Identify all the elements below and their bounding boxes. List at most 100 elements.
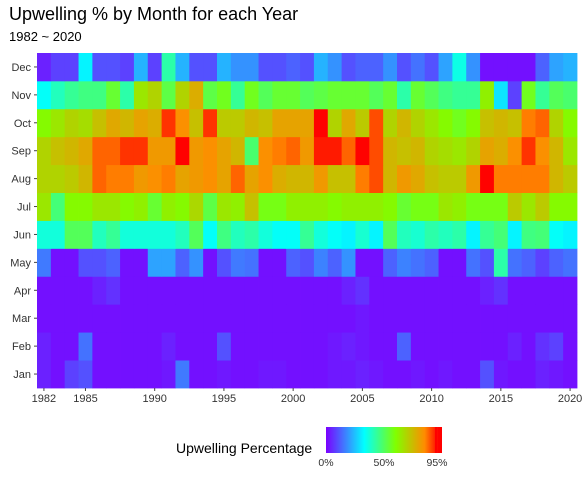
- heatmap-cell-apr-2001: [300, 276, 315, 305]
- heatmap-cell-dec-2004: [341, 53, 356, 82]
- heatmap-cell-apr-1997: [244, 276, 259, 305]
- heatmap-cell-sep-1989: [133, 136, 149, 166]
- heatmap-cell-jun-2010: [424, 220, 439, 249]
- heatmap-cell-dec-1988: [120, 53, 135, 82]
- heatmap-cell-nov-2006: [369, 80, 384, 110]
- heatmap-cell-mar-1996: [230, 304, 246, 333]
- heatmap-cell-nov-2017: [521, 80, 536, 110]
- heatmap-cell-nov-2009: [410, 80, 426, 110]
- heatmap-cell-nov-2019: [549, 80, 564, 110]
- heatmap-cell-feb-1982: [37, 332, 52, 361]
- heatmap-cell-feb-1998: [258, 332, 273, 361]
- heatmap-cell-feb-1990: [147, 332, 163, 361]
- y-tick-label-dec: Dec: [11, 62, 31, 74]
- heatmap-cell-dec-2002: [313, 53, 329, 82]
- heatmap-cell-aug-1988: [120, 164, 135, 193]
- heatmap-cell-apr-2004: [341, 276, 356, 305]
- heatmap-cell-may-2013: [466, 248, 481, 277]
- heatmap-cell-apr-2008: [397, 276, 412, 305]
- heatmap-cell-aug-2010: [424, 164, 439, 193]
- heatmap-cell-jul-1982: [37, 192, 52, 221]
- heatmap-cell-jun-2009: [410, 220, 426, 249]
- heatmap-cell-mar-2007: [383, 304, 398, 333]
- heatmap-cell-jul-1993: [189, 192, 204, 221]
- heatmap-cell-aug-1996: [230, 164, 246, 193]
- heatmap-cell-nov-1983: [50, 80, 66, 110]
- legend-title: Upwelling Percentage: [176, 440, 313, 456]
- heatmap-cell-nov-2014: [480, 80, 495, 110]
- y-tick-label-jan: Jan: [13, 369, 31, 381]
- heatmap-cell-jan-1999: [272, 360, 287, 389]
- heatmap-cell-jan-2005: [355, 360, 370, 389]
- heatmap-cell-jul-2016: [507, 192, 523, 221]
- heatmap-cell-nov-2002: [313, 80, 329, 110]
- heatmap-cell-jul-1983: [50, 192, 66, 221]
- heatmap-cell-apr-2007: [383, 276, 398, 305]
- heatmap-cell-sep-2019: [549, 136, 564, 166]
- heatmap-cell-jan-2001: [300, 360, 315, 389]
- heatmap-cell-jan-2015: [493, 360, 509, 389]
- heatmap-cell-oct-2016: [507, 108, 523, 138]
- heatmap-cell-nov-1990: [147, 80, 163, 110]
- heatmap-cell-apr-2009: [410, 276, 426, 305]
- heatmap-cell-jan-2009: [410, 360, 426, 389]
- heatmap-cell-feb-1996: [230, 332, 246, 361]
- heatmap-cell-dec-2003: [327, 53, 343, 82]
- heatmap-cell-aug-2006: [369, 164, 384, 193]
- heatmap-cell-oct-2002: [313, 108, 329, 138]
- heatmap-cell-jun-1986: [92, 220, 107, 249]
- chart-title: Upwelling % by Month for each Year: [9, 4, 299, 24]
- heatmap-cell-dec-1984: [64, 53, 79, 82]
- heatmap-cell-may-1982: [37, 248, 52, 277]
- heatmap-cell-jun-1994: [203, 220, 218, 249]
- heatmap-cell-mar-1994: [203, 304, 218, 333]
- heatmap-cell-aug-2017: [521, 164, 536, 193]
- heatmap-cell-mar-1990: [147, 304, 163, 333]
- heatmap-cell-jan-2003: [327, 360, 343, 389]
- heatmap-cell-feb-2011: [438, 332, 453, 361]
- heatmap-cell-jun-2004: [341, 220, 356, 249]
- heatmap-cell-oct-1991: [161, 108, 176, 138]
- heatmap-cell-feb-1993: [189, 332, 204, 361]
- heatmap-cell-jan-1997: [244, 360, 259, 389]
- heatmap-cell-jul-1998: [258, 192, 273, 221]
- heatmap-cell-mar-1992: [175, 304, 190, 333]
- heatmap-cell-may-2011: [438, 248, 453, 277]
- heatmap-cell-mar-2009: [410, 304, 426, 333]
- heatmap-cell-jan-2002: [313, 360, 329, 389]
- heatmap-cell-aug-1993: [189, 164, 204, 193]
- x-tick-label-2020: 2020: [558, 393, 582, 405]
- heatmap-cell-jan-2018: [535, 360, 550, 389]
- heatmap-cell-jun-1988: [120, 220, 135, 249]
- heatmap-cell-aug-1991: [161, 164, 176, 193]
- heatmap-cell-aug-2000: [286, 164, 301, 193]
- heatmap-cell-jul-2000: [286, 192, 301, 221]
- y-tick-label-feb: Feb: [12, 341, 31, 353]
- heatmap-cell-oct-1989: [133, 108, 149, 138]
- heatmap-cell-jun-1998: [258, 220, 273, 249]
- heatmap-cell-nov-1994: [203, 80, 218, 110]
- heatmap-cell-dec-1994: [203, 53, 218, 82]
- heatmap-cell-mar-2000: [286, 304, 301, 333]
- y-tick-label-nov: Nov: [11, 90, 31, 102]
- heatmap-cell-apr-1992: [175, 276, 190, 305]
- heatmap-cell-jan-2008: [397, 360, 412, 389]
- heatmap-cell-nov-2015: [493, 80, 509, 110]
- heatmap-cell-mar-2001: [300, 304, 315, 333]
- heatmap-cell-apr-2011: [438, 276, 453, 305]
- heatmap-cell-sep-1984: [64, 136, 79, 166]
- heatmap-cell-sep-1995: [217, 136, 232, 166]
- heatmap-cell-jul-2007: [383, 192, 398, 221]
- heatmap-cell-sep-2003: [327, 136, 343, 166]
- heatmap-cell-aug-1989: [133, 164, 149, 193]
- heatmap-cell-feb-2004: [341, 332, 356, 361]
- heatmap-cell-sep-1999: [272, 136, 287, 166]
- heatmap-cell-jul-1984: [64, 192, 79, 221]
- heatmap-cell-mar-1997: [244, 304, 259, 333]
- heatmap-cell-nov-2003: [327, 80, 343, 110]
- heatmap-cell-nov-1989: [133, 80, 149, 110]
- legend-label-min: 0%: [318, 457, 334, 469]
- heatmap-cell-jan-2016: [507, 360, 523, 389]
- x-tick-label-1985: 1985: [73, 393, 97, 405]
- heatmap-cell-dec-1982: [37, 53, 52, 82]
